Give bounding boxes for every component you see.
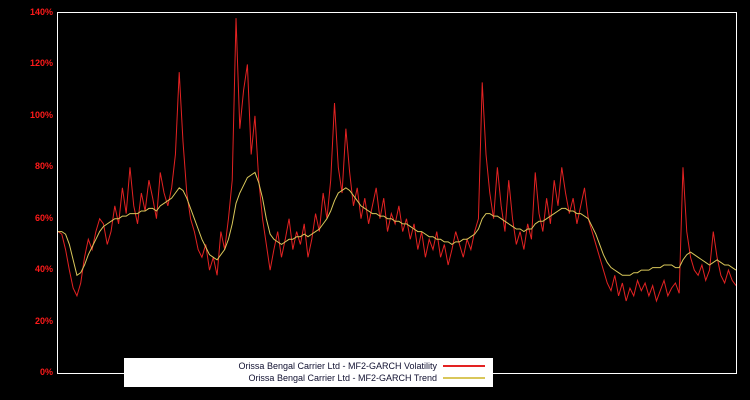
plot-area: Orissa Bengal Carrier Ltd - MF2-GARCH Vo… <box>57 12 737 387</box>
y-tick-label: 60% <box>34 212 53 223</box>
y-tick-label: 80% <box>34 161 53 172</box>
legend-line-sample-volatility <box>443 365 485 367</box>
legend-row-trend: Orissa Bengal Carrier Ltd - MF2-GARCH Tr… <box>132 372 485 384</box>
legend-label-volatility: Orissa Bengal Carrier Ltd - MF2-GARCH Vo… <box>238 361 437 371</box>
legend-label-trend: Orissa Bengal Carrier Ltd - MF2-GARCH Tr… <box>248 373 437 383</box>
y-tick-label: 0% <box>39 367 53 377</box>
legend-line-sample-trend <box>443 377 485 379</box>
y-tick-label: 100% <box>29 109 53 120</box>
y-tick-label: 20% <box>34 315 53 326</box>
y-tick-label: 120% <box>29 58 53 69</box>
y-tick-label: 40% <box>34 264 53 275</box>
legend-row-volatility: Orissa Bengal Carrier Ltd - MF2-GARCH Vo… <box>132 360 485 372</box>
y-tick-label: 140% <box>29 7 53 17</box>
chart-svg <box>58 18 736 303</box>
legend: Orissa Bengal Carrier Ltd - MF2-GARCH Vo… <box>124 358 493 387</box>
series-line-1 <box>58 171 736 277</box>
series-line-0 <box>58 18 736 303</box>
